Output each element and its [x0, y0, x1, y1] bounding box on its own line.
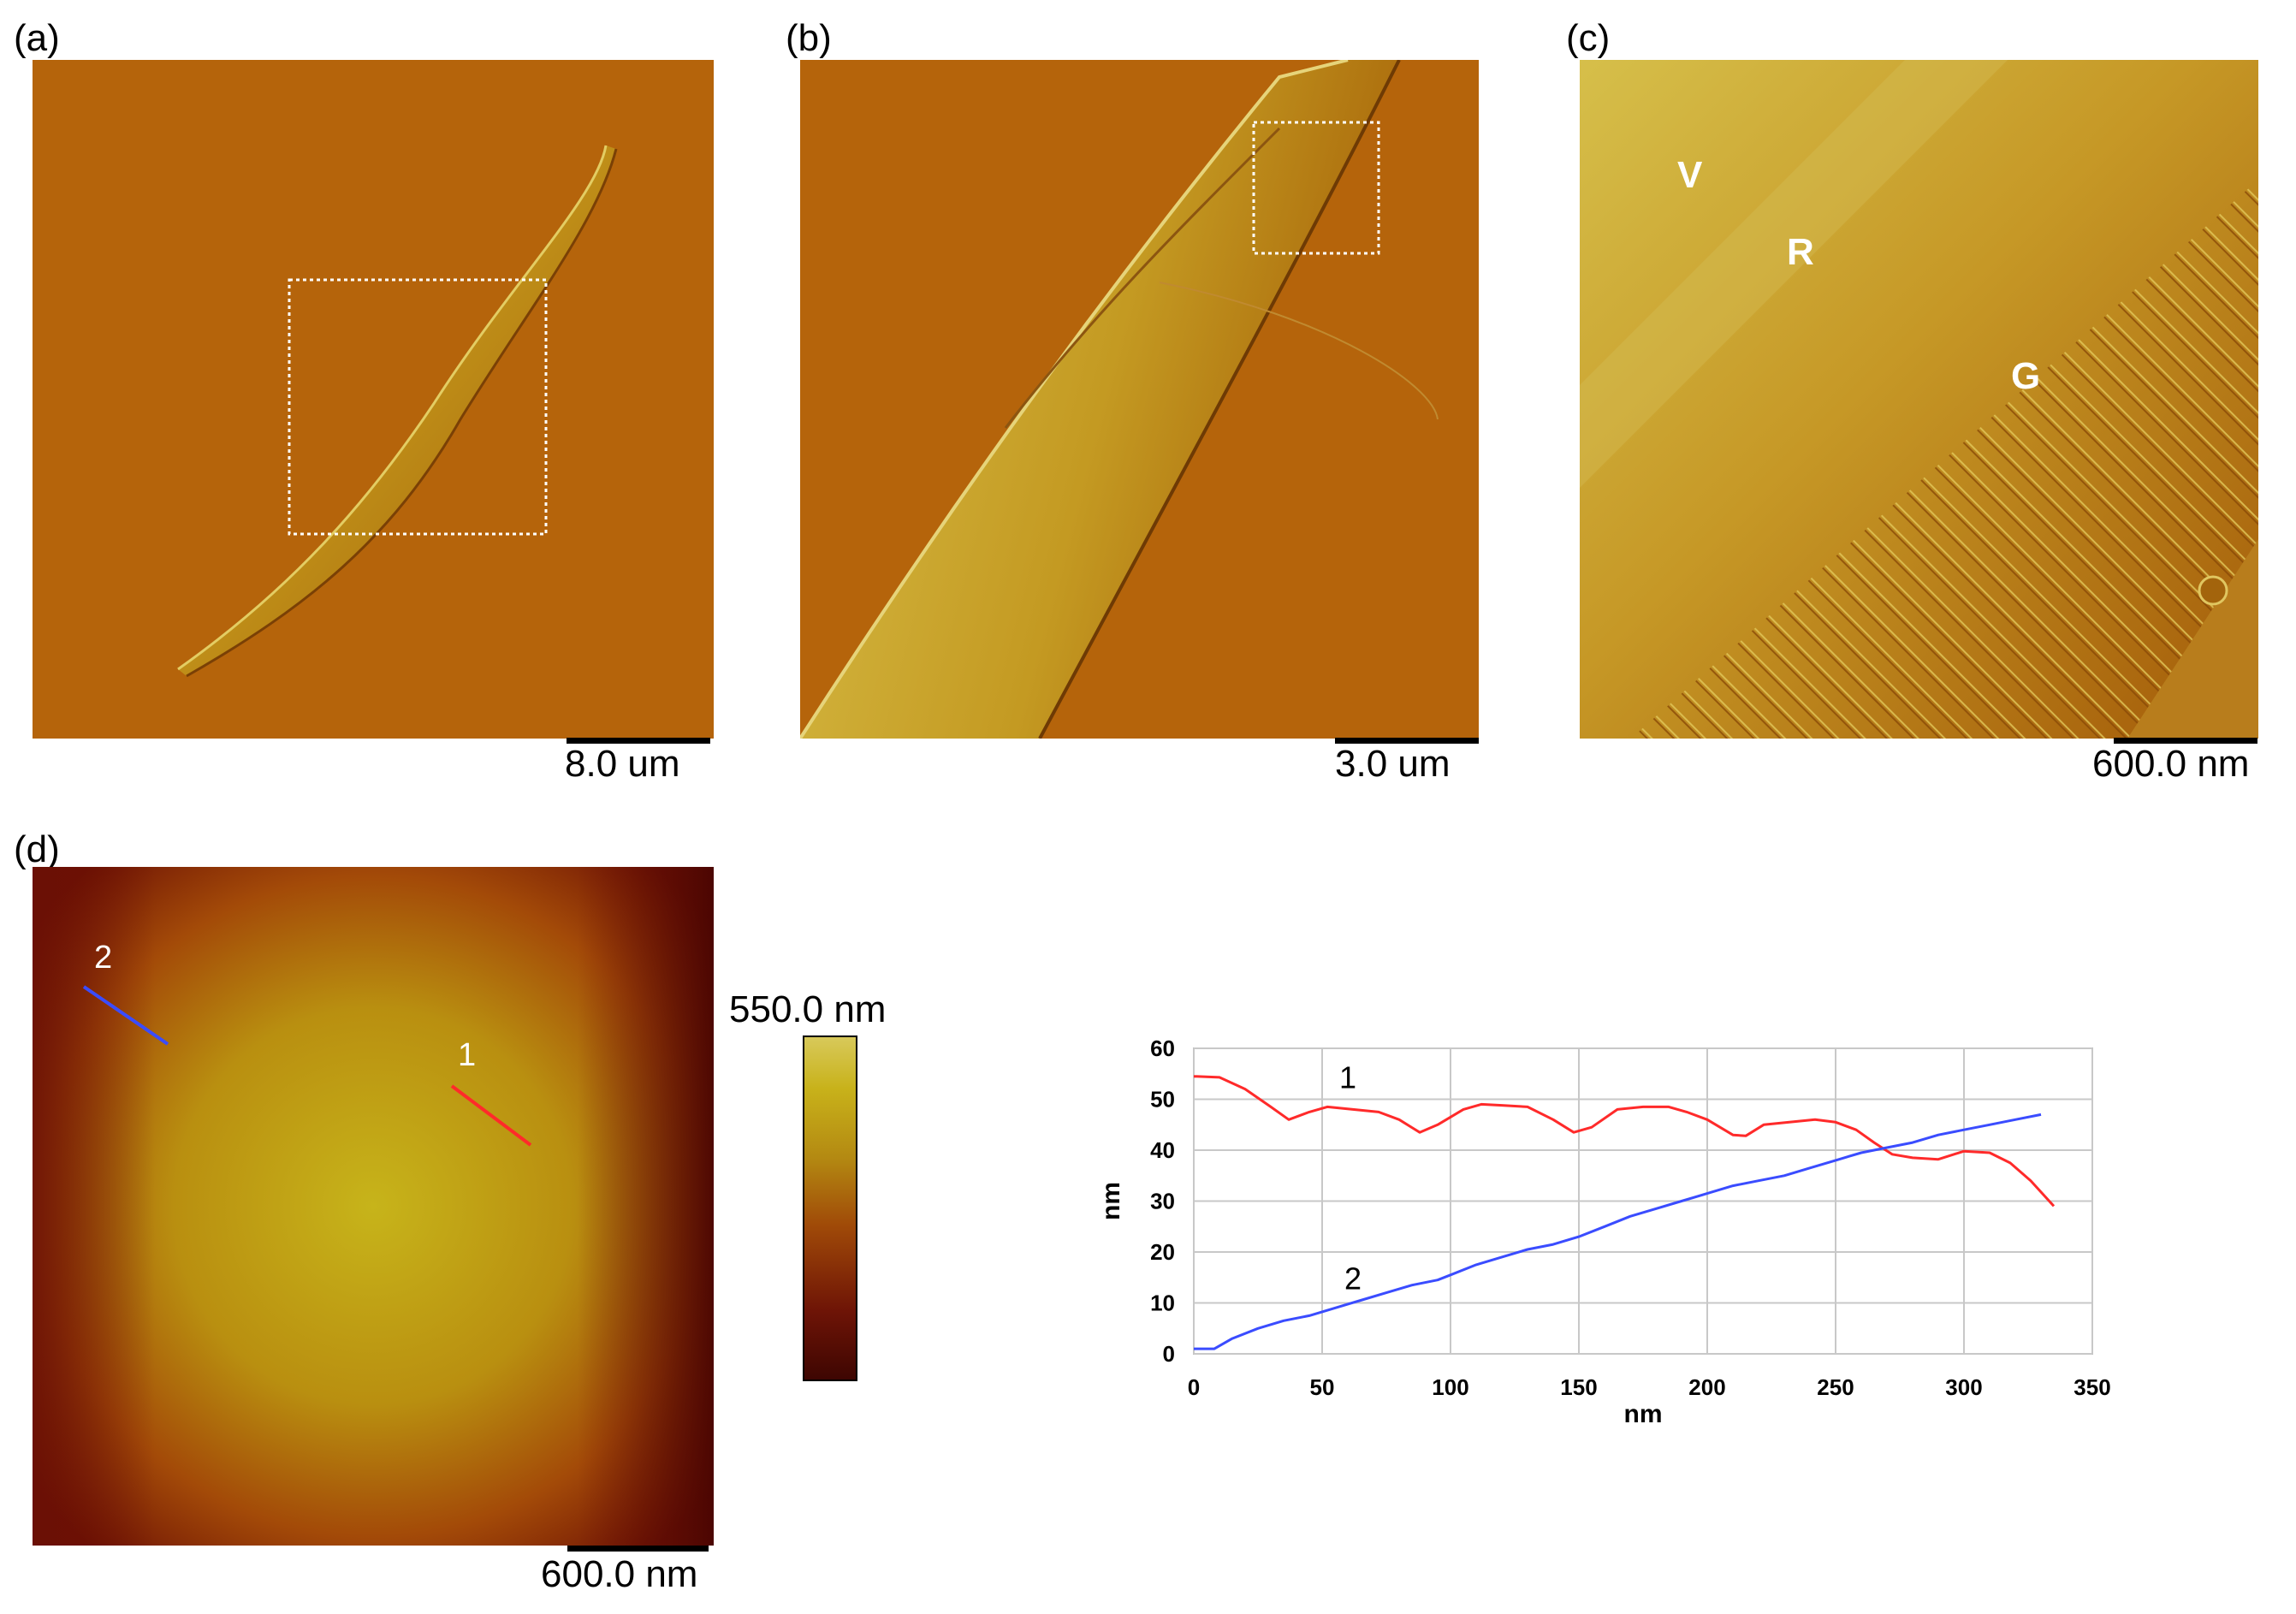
panel-d-label: (d): [14, 828, 60, 870]
panel-a-label: (a): [14, 17, 60, 59]
afm-image-b: [800, 60, 1479, 739]
scalebar-a: [567, 738, 710, 744]
x-tick-label: 0: [1188, 1374, 1200, 1400]
y-tick-label: 30: [1150, 1189, 1175, 1214]
x-tick-label: 50: [1310, 1374, 1335, 1400]
scale-label-d: 600.0 nm: [541, 1553, 698, 1595]
series-line-1: [1193, 1075, 2056, 1208]
x-axis-label: nm: [1624, 1400, 1663, 1428]
scale-label-b: 3.0 um: [1335, 743, 1451, 785]
scalebar-c: [2114, 738, 2257, 744]
y-axis-label: nm: [1097, 1182, 1125, 1220]
x-tick-label: 100: [1432, 1374, 1468, 1400]
scale-label-c: 600.0 nm: [2092, 743, 2250, 785]
y-tick-label: 0: [1163, 1341, 1175, 1367]
afm-height-image-d: [33, 867, 714, 1546]
series-line-2: [1194, 1113, 2042, 1350]
profile-line-2-label: 2: [94, 940, 113, 976]
y-tick-label: 40: [1150, 1137, 1175, 1163]
x-tick-label: 350: [2074, 1374, 2110, 1400]
height-colorbar: [803, 1035, 857, 1381]
colorbar-max-label: 550.0 nm: [729, 988, 887, 1030]
x-tick-label: 250: [1817, 1374, 1854, 1400]
x-tick-label: 200: [1688, 1374, 1725, 1400]
x-tick-label: 300: [1945, 1374, 1982, 1400]
panel-b-label: (b): [786, 17, 832, 59]
series-annotation-1: 1: [1339, 1059, 1356, 1095]
scalebar-b: [1335, 738, 1479, 744]
afm-image-a: [33, 60, 714, 739]
scalebar-d: [567, 1546, 709, 1552]
region-label-g: G: [2011, 355, 2041, 397]
series-annotation-2: 2: [1344, 1261, 1362, 1296]
scale-label-a: 8.0 um: [565, 743, 680, 785]
y-tick-label: 60: [1150, 1035, 1175, 1061]
panel-c-label: (c): [1566, 17, 1611, 59]
x-tick-label: 150: [1560, 1374, 1597, 1400]
height-profile-chart: 0 50 100 150 200 250 300 350 0 10 20 30 40 50 60 nm nm 1 2: [1097, 1035, 2111, 1428]
y-tick-label: 10: [1150, 1291, 1175, 1316]
profile-line-1-label: 1: [458, 1037, 477, 1073]
y-tick-label: 20: [1150, 1239, 1175, 1265]
region-label-r: R: [1787, 231, 1814, 273]
region-label-v: V: [1677, 154, 1703, 196]
y-tick-label: 50: [1150, 1087, 1175, 1113]
afm-image-c: [1580, 60, 2258, 739]
